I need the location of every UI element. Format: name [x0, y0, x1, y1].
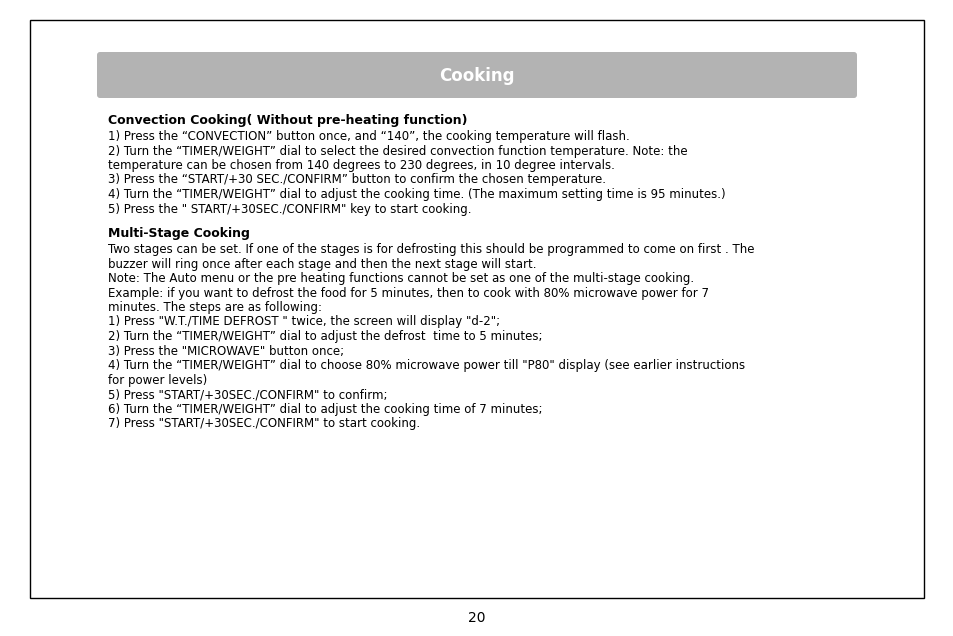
Text: Two stages can be set. If one of the stages is for defrosting this should be pro: Two stages can be set. If one of the sta…	[108, 243, 754, 271]
Text: Example: if you want to defrost the food for 5 minutes, then to cook with 80% mi: Example: if you want to defrost the food…	[108, 286, 708, 314]
Text: Note: The Auto menu or the pre heating functions cannot be set as one of the mul: Note: The Auto menu or the pre heating f…	[108, 272, 694, 285]
Text: 2) Turn the “TIMER/WEIGHT” dial to adjust the defrost  time to 5 minutes;: 2) Turn the “TIMER/WEIGHT” dial to adjus…	[108, 330, 542, 343]
Text: 7) Press "START/+30SEC./CONFIRM" to start cooking.: 7) Press "START/+30SEC./CONFIRM" to star…	[108, 417, 419, 430]
Text: 4) Turn the “TIMER/WEIGHT” dial to choose 80% microwave power till "P80" display: 4) Turn the “TIMER/WEIGHT” dial to choos…	[108, 359, 744, 387]
Text: 1) Press the “CONVECTION” button once, and “140”, the cooking temperature will f: 1) Press the “CONVECTION” button once, a…	[108, 130, 629, 143]
Text: Convection Cooking( Without pre-heating function): Convection Cooking( Without pre-heating …	[108, 114, 467, 127]
Text: 5) Press "START/+30SEC./CONFIRM" to confirm;: 5) Press "START/+30SEC./CONFIRM" to conf…	[108, 388, 387, 401]
Text: 3) Press the “START/+30 SEC./CONFIRM” button to confirm the chosen temperature.: 3) Press the “START/+30 SEC./CONFIRM” bu…	[108, 174, 605, 186]
Text: 1) Press "W.T./TIME DEFROST " twice, the screen will display "d-2";: 1) Press "W.T./TIME DEFROST " twice, the…	[108, 315, 499, 329]
Text: 3) Press the "MICROWAVE" button once;: 3) Press the "MICROWAVE" button once;	[108, 345, 344, 357]
Text: 2) Turn the “TIMER/WEIGHT” dial to select the desired convection function temper: 2) Turn the “TIMER/WEIGHT” dial to selec…	[108, 144, 687, 172]
Text: Multi-Stage Cooking: Multi-Stage Cooking	[108, 227, 250, 240]
Text: 4) Turn the “TIMER/WEIGHT” dial to adjust the cooking time. (The maximum setting: 4) Turn the “TIMER/WEIGHT” dial to adjus…	[108, 188, 725, 201]
Text: 6) Turn the “TIMER/WEIGHT” dial to adjust the cooking time of 7 minutes;: 6) Turn the “TIMER/WEIGHT” dial to adjus…	[108, 403, 542, 415]
Text: 5) Press the " START/+30SEC./CONFIRM" key to start cooking.: 5) Press the " START/+30SEC./CONFIRM" ke…	[108, 202, 471, 216]
FancyBboxPatch shape	[97, 52, 856, 98]
Text: Cooking: Cooking	[438, 67, 515, 85]
Text: 20: 20	[468, 611, 485, 625]
